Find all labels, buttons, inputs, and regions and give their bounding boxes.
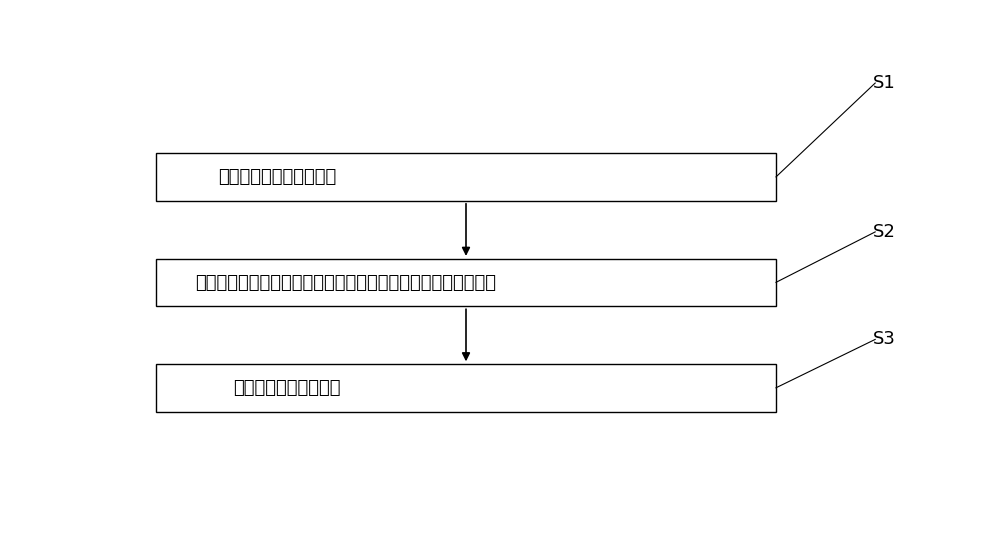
Bar [156, 259, 776, 306]
Text: S2: S2 [873, 223, 896, 241]
Bar [156, 154, 776, 201]
Text: S3: S3 [873, 330, 896, 349]
Text: 布设并调节地面探测器: 布设并调节地面探测器 [234, 379, 341, 397]
Text: 选取激光测高仪检校区域: 选取激光测高仪检校区域 [218, 168, 336, 186]
Bar [156, 364, 776, 412]
Text: S1: S1 [873, 74, 896, 92]
Text: 逐步缩小探测器布设区域，最终确定地面探测器布设中心点位置: 逐步缩小探测器布设区域，最终确定地面探测器布设中心点位置 [195, 273, 496, 292]
